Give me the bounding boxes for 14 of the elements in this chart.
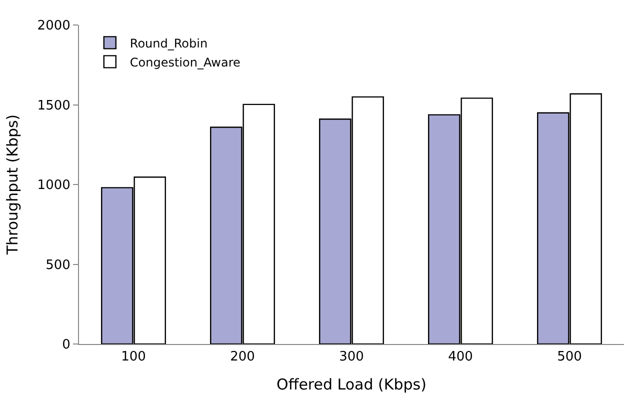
- y-axis-title: Throughput (Kbps): [4, 114, 22, 256]
- x-tick-label: 500: [557, 350, 582, 365]
- x-tick-label: 100: [121, 350, 146, 365]
- x-tick-label: 200: [230, 350, 255, 365]
- y-tick-label: 2000: [37, 18, 70, 34]
- y-tick-label: 0: [62, 338, 70, 353]
- x-axis-title: Offered Load (Kbps): [276, 376, 426, 394]
- y-tick-label: 1500: [37, 98, 70, 114]
- legend-label: Congestion_Aware: [130, 55, 240, 70]
- x-tick-label: 300: [339, 350, 364, 365]
- x-tick-label: 400: [448, 350, 473, 365]
- y-tick-label: 500: [46, 258, 70, 273]
- y-tick-label: 1000: [37, 178, 70, 194]
- legend-label: Round_Robin: [130, 36, 208, 50]
